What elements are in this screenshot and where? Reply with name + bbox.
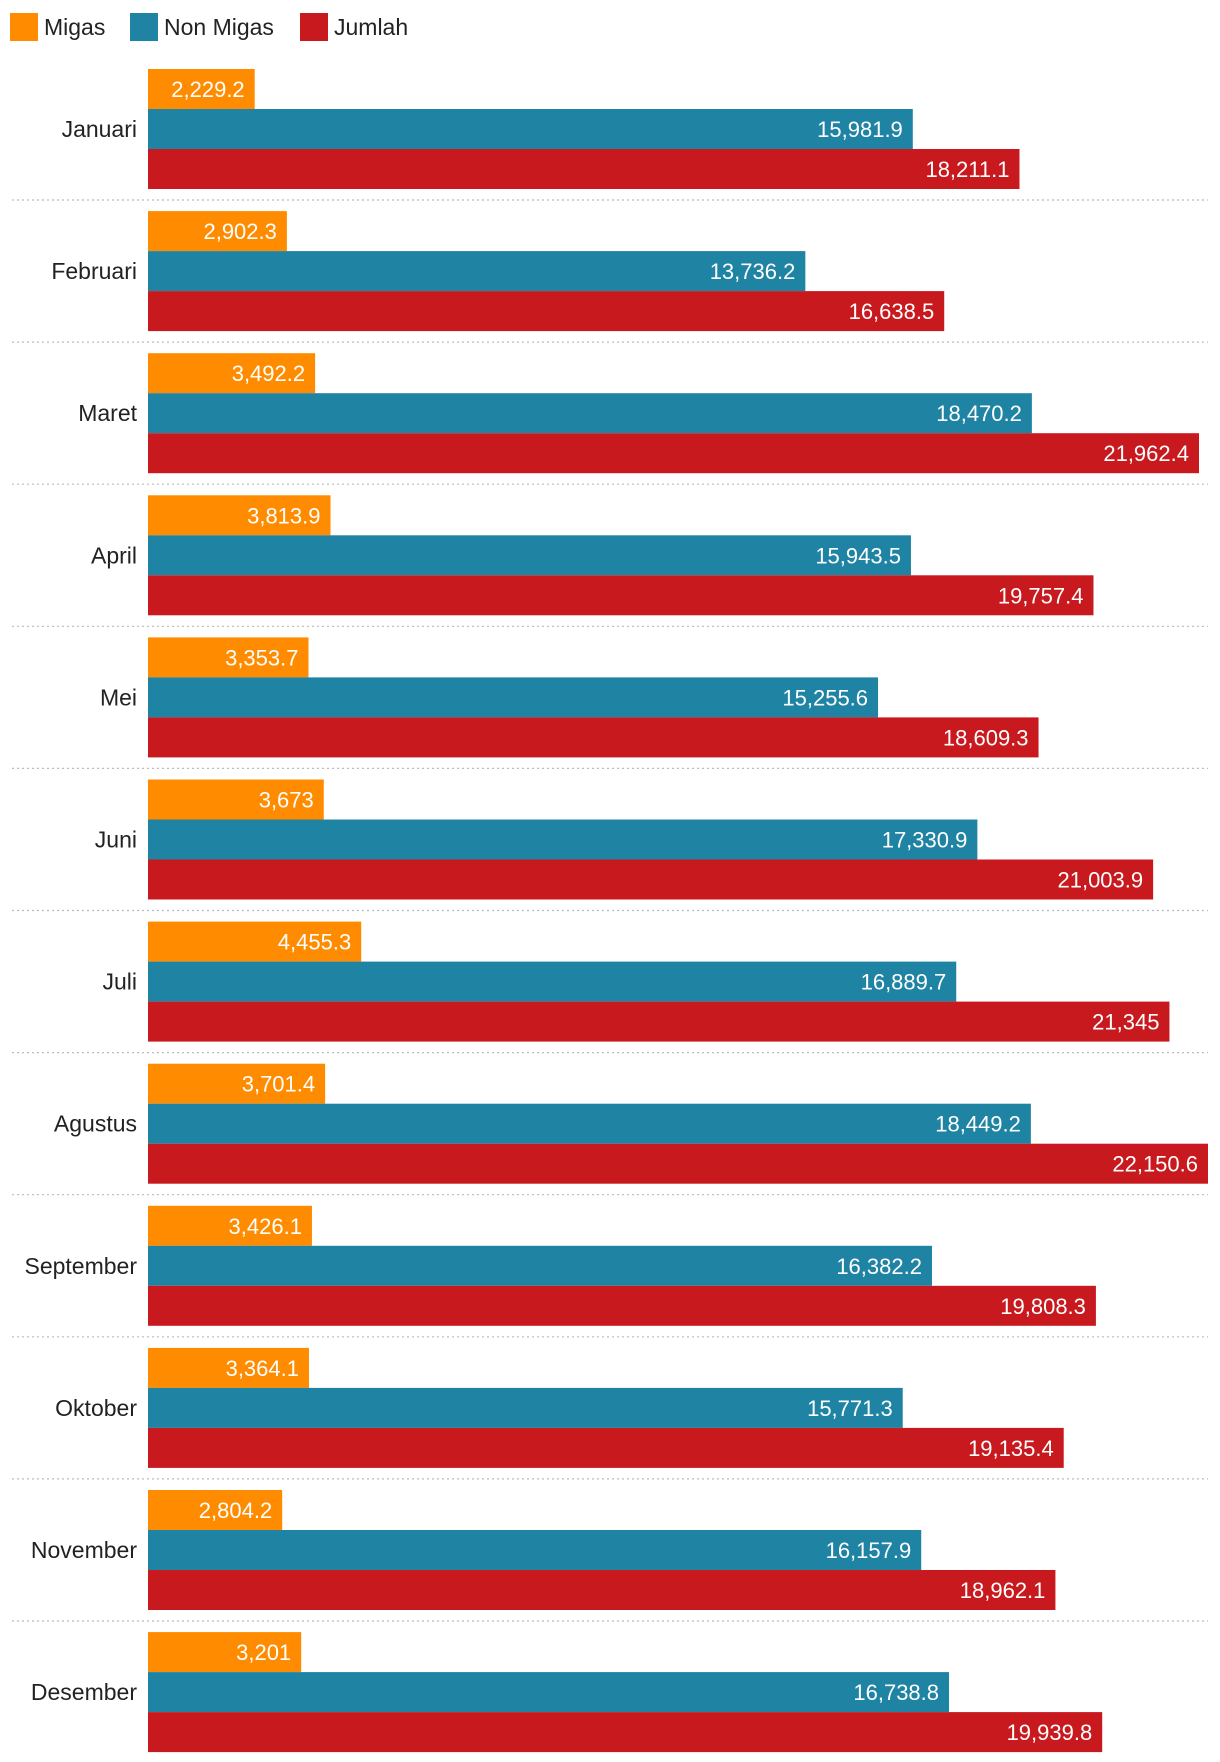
category-label-januari: Januari (62, 116, 137, 142)
category-label-april: April (91, 542, 137, 568)
bar-label-migas-mei: 3,353.7 (225, 645, 298, 670)
category-label-oktober: Oktober (55, 1395, 137, 1421)
bar-label-non-migas-februari: 13,736.2 (710, 259, 796, 284)
legend-label-migas: Migas (44, 14, 105, 40)
bar-migas-oktober (148, 1347, 309, 1388)
bar-jumlah-september (148, 1285, 1096, 1326)
bar-label-jumlah-april: 19,757.4 (998, 583, 1084, 608)
bar-label-migas-maret: 3,492.2 (232, 361, 305, 386)
bar-migas-agustus (148, 1063, 326, 1104)
bar-jumlah-januari (148, 149, 1020, 189)
category-label-desember: Desember (31, 1679, 137, 1705)
bar-label-non-migas-oktober: 15,771.3 (807, 1396, 893, 1421)
legend-label-jumlah: Jumlah (334, 14, 408, 40)
category-label-maret: Maret (78, 400, 137, 426)
bar-label-migas-juni: 3,673 (259, 788, 314, 813)
legend-label-non-migas: Non Migas (164, 14, 274, 40)
bar-jumlah-juni (148, 859, 1154, 900)
bar-jumlah-juli (148, 1001, 1170, 1042)
bar-label-non-migas-juni: 17,330.9 (882, 828, 968, 853)
bar-non-migas-november (148, 1530, 922, 1570)
bar-label-jumlah-november: 18,962.1 (960, 1578, 1046, 1603)
bar-label-migas-desember: 3,201 (236, 1640, 291, 1665)
bar-migas-juli (148, 921, 362, 962)
category-label-mei: Mei (100, 684, 137, 710)
bar-non-migas-agustus (148, 1103, 1031, 1144)
bar-jumlah-maret (148, 433, 1199, 474)
bar-label-jumlah-februari: 16,638.5 (849, 299, 935, 324)
bar-label-migas-januari: 2,229.2 (171, 77, 244, 102)
bar-jumlah-april (148, 575, 1094, 616)
category-label-september: September (24, 1253, 137, 1279)
bar-label-non-migas-januari: 15,981.9 (817, 117, 903, 142)
bar-non-migas-april (148, 535, 911, 576)
bar-label-migas-oktober: 3,364.1 (226, 1356, 299, 1381)
bar-label-migas-agustus: 3,701.4 (242, 1072, 315, 1097)
bar-label-migas-november: 2,804.2 (199, 1498, 272, 1523)
bar-non-migas-september (148, 1245, 932, 1286)
bar-label-jumlah-mei: 18,609.3 (943, 725, 1029, 750)
bar-non-migas-oktober (148, 1387, 903, 1428)
bar-label-non-migas-maret: 18,470.2 (936, 401, 1022, 426)
bar-label-non-migas-desember: 16,738.8 (853, 1680, 939, 1705)
bar-label-jumlah-agustus: 22,150.6 (1112, 1152, 1198, 1177)
category-label-juni: Juni (95, 827, 137, 853)
bar-jumlah-oktober (148, 1427, 1064, 1468)
bar-non-migas-mei (148, 677, 879, 718)
bar-label-non-migas-november: 16,157.9 (826, 1538, 912, 1563)
bar-migas-desember (148, 1632, 302, 1673)
bar-label-jumlah-juni: 21,003.9 (1057, 868, 1143, 893)
bar-label-jumlah-oktober: 19,135.4 (968, 1436, 1054, 1461)
category-label-november: November (31, 1537, 137, 1563)
bar-label-jumlah-januari: 18,211.1 (925, 157, 1009, 182)
bar-label-migas-juli: 4,455.3 (278, 930, 351, 955)
bar-label-jumlah-maret: 21,962.4 (1103, 441, 1189, 466)
bar-migas-januari (148, 69, 255, 109)
bar-migas-mei (148, 637, 309, 678)
category-label-juli: Juli (102, 969, 137, 995)
bar-label-non-migas-september: 16,382.2 (836, 1254, 922, 1279)
bar-label-non-migas-juli: 16,889.7 (861, 970, 947, 995)
bar-migas-april (148, 495, 331, 536)
legend-swatch-migas (10, 13, 38, 41)
bar-label-non-migas-mei: 15,255.6 (782, 685, 868, 710)
bar-label-jumlah-desember: 19,939.8 (1007, 1720, 1093, 1745)
category-label-agustus: Agustus (54, 1111, 137, 1137)
bar-migas-februari (148, 211, 287, 252)
bar-non-migas-januari (148, 109, 913, 149)
bar-migas-juni (148, 779, 324, 820)
bar-label-jumlah-juli: 21,345 (1092, 1010, 1159, 1035)
bar-jumlah-november (148, 1570, 1056, 1610)
bar-migas-november (148, 1490, 283, 1530)
bar-non-migas-juli (148, 961, 957, 1002)
bar-non-migas-maret (148, 393, 1032, 434)
legend-swatch-non-migas (130, 13, 158, 41)
bar-non-migas-desember (148, 1672, 950, 1713)
legend-swatch-jumlah (300, 13, 328, 41)
bar-non-migas-februari (148, 251, 806, 292)
bar-label-non-migas-agustus: 18,449.2 (935, 1112, 1021, 1137)
bar-non-migas-juni (148, 819, 978, 860)
category-label-februari: Februari (51, 258, 137, 284)
bar-jumlah-mei (148, 717, 1039, 758)
bar-jumlah-agustus (148, 1143, 1208, 1184)
bar-label-jumlah-september: 19,808.3 (1000, 1294, 1086, 1319)
bar-migas-maret (148, 353, 316, 394)
bar-label-migas-september: 3,426.1 (229, 1214, 302, 1239)
bar-jumlah-februari (148, 291, 945, 332)
bar-label-migas-februari: 2,902.3 (203, 219, 276, 244)
bar-label-migas-april: 3,813.9 (247, 503, 320, 528)
bar-migas-september (148, 1205, 312, 1246)
bar-label-non-migas-april: 15,943.5 (815, 543, 901, 568)
bar-jumlah-desember (148, 1712, 1103, 1753)
